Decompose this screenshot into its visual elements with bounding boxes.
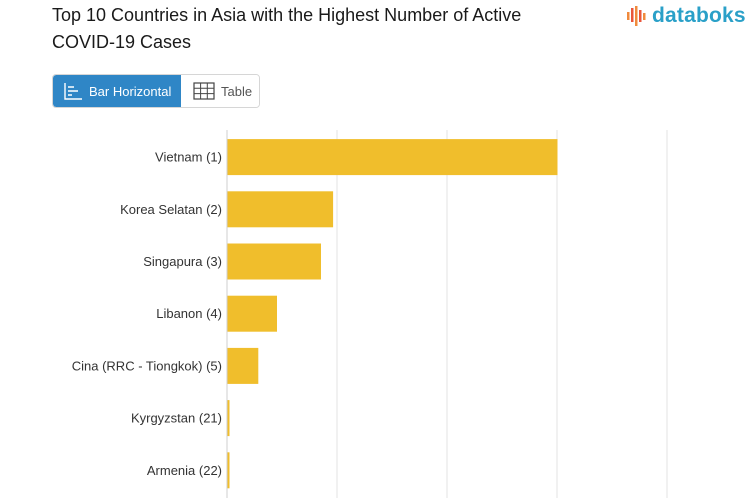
category-label: Cina (RRC - Tiongkok) (5) [72,358,222,373]
category-label: Singapura (3) [143,254,222,269]
chart-title: Top 10 Countries in Asia with the Highes… [52,5,522,52]
tab-bar-horizontal-label: Bar Horizontal [89,83,172,99]
bar[interactable] [227,139,558,176]
category-label: Korea Selatan (2) [120,202,222,217]
category-label: Kyrgyzstan (21) [131,411,222,426]
logo-bars-icon [627,6,646,26]
bar[interactable] [227,295,278,332]
category-label: Vietnam (1) [155,150,222,165]
bar[interactable] [227,191,334,228]
tab-table[interactable]: Table [181,75,259,107]
tab-bar-horizontal[interactable]: Bar Horizontal [53,75,181,107]
bar[interactable] [227,400,230,437]
databoks-logo[interactable]: databoks [626,4,746,28]
category-label: Libanon (4) [156,306,222,321]
view-tabs: Bar Horizontal Table [52,74,260,108]
table-icon [193,82,215,100]
logo-text: databoks [652,4,746,27]
bar[interactable] [227,243,322,280]
tab-table-label: Table [221,83,253,99]
bar[interactable] [227,347,259,384]
category-label: Armenia (22) [147,463,222,478]
bar-chart-icon [64,83,82,100]
bar[interactable] [227,452,230,489]
